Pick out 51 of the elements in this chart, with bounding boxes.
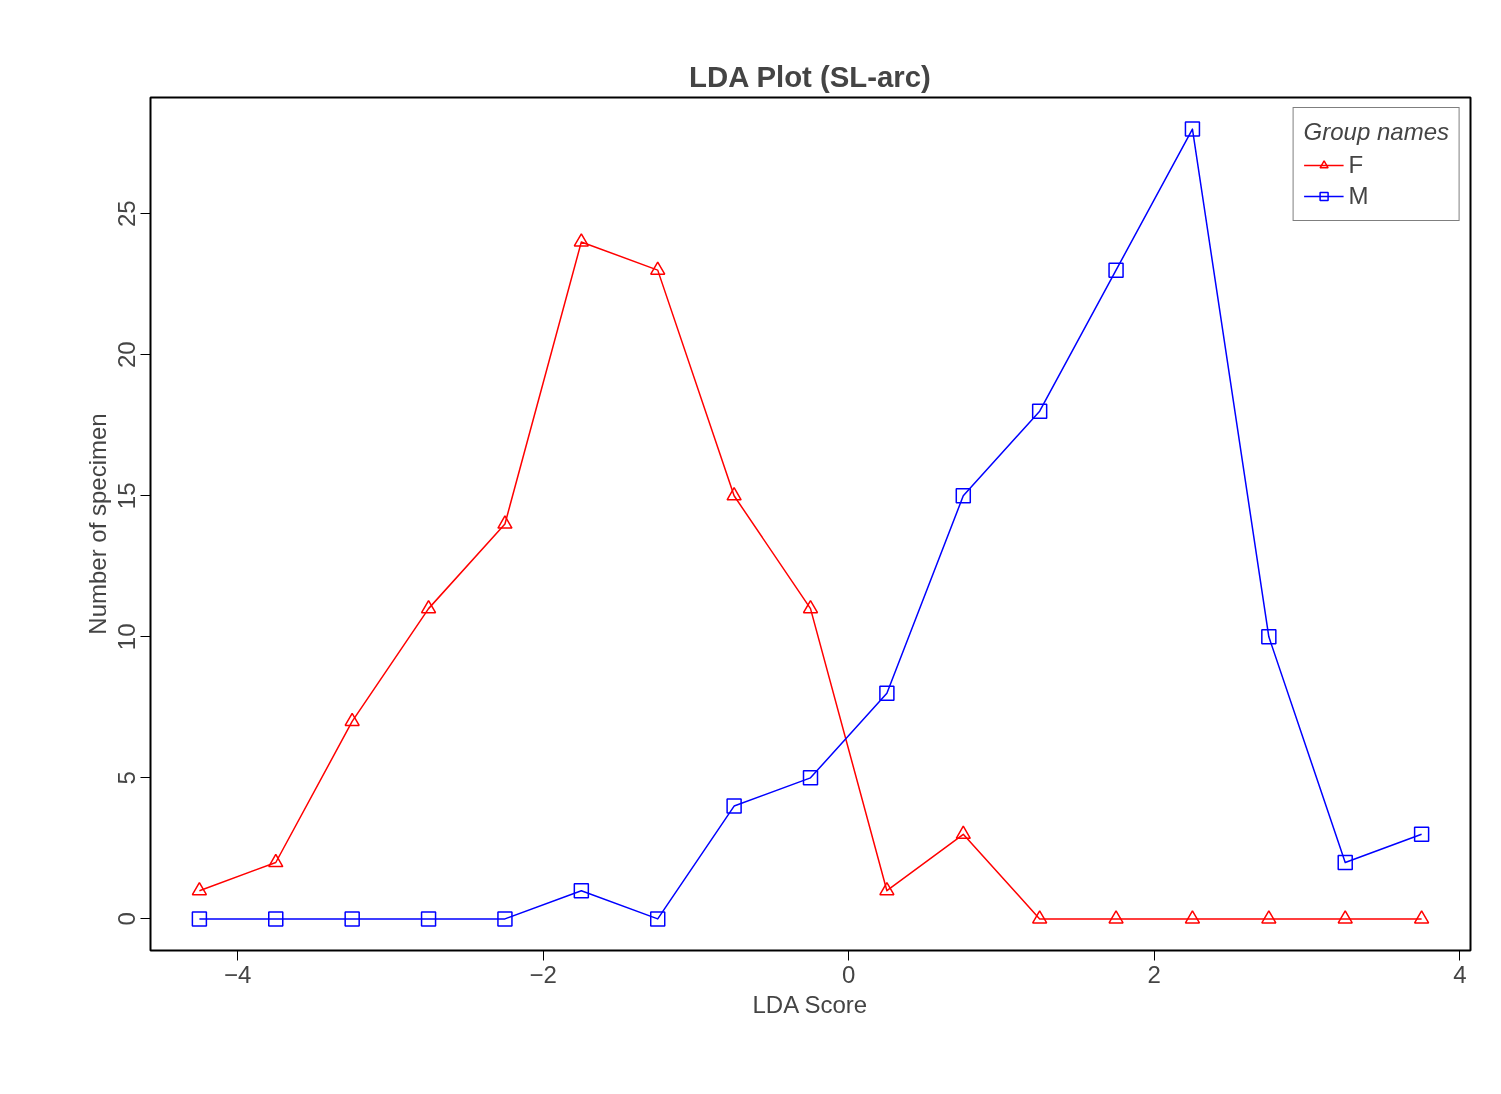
point: [573, 233, 590, 247]
x-tick-label: 4: [1453, 960, 1467, 988]
point: [497, 911, 513, 927]
point: [879, 685, 895, 701]
x-tick-label: −4: [223, 960, 252, 988]
point: [649, 261, 666, 275]
legend-title: Group names: [1303, 118, 1449, 146]
point: [1108, 910, 1124, 924]
y-tick-label: 0: [113, 912, 141, 926]
x-tick-label: −2: [529, 960, 557, 988]
point: [191, 881, 208, 896]
point: [191, 911, 208, 927]
point: [1413, 910, 1430, 924]
y-tick-label: 20: [113, 341, 141, 369]
point: [420, 599, 437, 614]
x-axis-title: LDA Score: [752, 990, 868, 1018]
point: [955, 488, 972, 504]
point: [1337, 910, 1353, 924]
point: [1184, 121, 1201, 137]
point: [344, 911, 360, 927]
point: [344, 712, 360, 727]
point: [649, 911, 666, 927]
y-tick-label: 10: [113, 623, 141, 651]
point: [1031, 403, 1048, 419]
y-axis-title: Number of specimen: [83, 413, 111, 635]
x-tick-label: 0: [842, 960, 856, 988]
legend-label: F: [1348, 151, 1365, 179]
point: [726, 486, 742, 501]
point: [1108, 262, 1124, 278]
legend-label: M: [1348, 182, 1369, 210]
point: [497, 515, 513, 529]
point: [726, 798, 742, 814]
point: [573, 882, 590, 899]
point: [1031, 910, 1048, 924]
y-tick-label: 15: [113, 482, 141, 510]
y-tick-label: 25: [113, 200, 141, 228]
y-tick-label: 5: [113, 771, 141, 785]
point: [802, 770, 819, 786]
point: [268, 911, 284, 927]
x-tick-label: 2: [1147, 960, 1161, 988]
point: [879, 881, 895, 896]
point: [1413, 826, 1430, 843]
point: [420, 911, 437, 927]
point: [1261, 629, 1277, 645]
point: [1261, 910, 1277, 924]
point: [268, 853, 284, 868]
point: [1337, 854, 1353, 871]
point: [802, 599, 819, 614]
point: [1184, 910, 1201, 924]
chart-title: LDA Plot (SL-arc): [689, 59, 931, 93]
point: [955, 825, 972, 840]
